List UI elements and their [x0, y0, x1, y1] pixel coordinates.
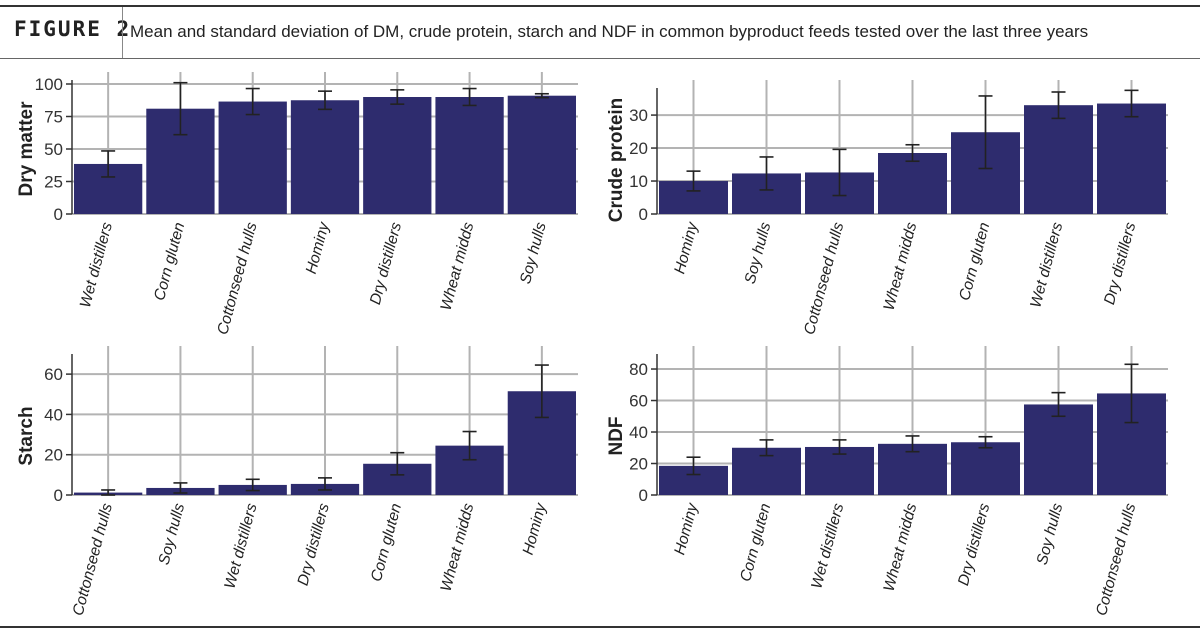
x-tick-label: Hominy [303, 219, 333, 275]
bar [805, 446, 874, 495]
bar [290, 100, 360, 214]
y-tick-label: 20 [44, 446, 63, 465]
bottom-rule [0, 626, 1200, 628]
top-rule [0, 5, 1200, 7]
x-tick-label: Wet distillers [1027, 220, 1066, 309]
x-tick-label: Cottonseed hulls [214, 220, 260, 336]
y-axis-label: Dry matter [16, 101, 37, 197]
y-tick-label: 20 [629, 139, 648, 158]
y-tick-label: 0 [54, 486, 63, 505]
bar [1097, 103, 1166, 214]
bar [435, 97, 504, 214]
x-tick-label: Wheat midds [438, 501, 478, 593]
x-tick-label: Wheat midds [881, 501, 921, 593]
y-tick-label: 0 [639, 205, 648, 224]
x-tick-label: Dry distillers [295, 501, 333, 587]
x-tick-label: Soy hulls [742, 220, 775, 285]
x-tick-label: Dry distillers [955, 501, 993, 587]
y-tick-label: 0 [639, 486, 648, 505]
y-tick-label: 50 [44, 140, 63, 159]
x-tick-label: Wet distillers [808, 501, 847, 590]
x-tick-label: Corn gluten [368, 502, 405, 584]
y-axis-label: Crude protein [606, 98, 627, 223]
figure-header: FIGURE 2 Mean and standard deviation of … [0, 0, 1200, 62]
x-tick-label: Wet distillers [77, 220, 116, 309]
x-tick-label: Corn gluten [956, 221, 993, 303]
y-tick-label: 60 [629, 392, 648, 411]
y-tick-label: 80 [629, 360, 648, 379]
x-tick-label: Wheat midds [438, 220, 478, 312]
y-tick-label: 20 [629, 455, 648, 474]
chart-panel-1: 0 25 50 75 100 Dry matter Wet distillers Corn g… [16, 72, 578, 337]
y-tick-label: 75 [44, 108, 63, 127]
x-tick-label: Cottonseed hulls [1093, 501, 1139, 617]
bar [1024, 404, 1093, 495]
x-tick-label: Soy hulls [517, 220, 550, 285]
x-tick-label: Hominy [671, 219, 701, 275]
chart-panel-3: 0 20 40 60 Starch Cottonseed hulls Soy hulls We… [16, 346, 578, 618]
x-tick-label: Corn gluten [151, 221, 188, 303]
x-tick-label: Cottonseed hulls [70, 501, 116, 617]
bar [218, 101, 287, 214]
x-tick-label: Soy hulls [1034, 501, 1067, 566]
y-tick-label: 30 [629, 106, 648, 125]
y-tick-label: 0 [54, 205, 63, 224]
y-tick-label: 40 [44, 405, 63, 424]
x-tick-label: Corn gluten [737, 502, 774, 584]
y-tick-label: 100 [35, 75, 63, 94]
y-tick-label: 10 [629, 172, 648, 191]
bar [951, 442, 1020, 495]
y-tick-label: 25 [44, 173, 63, 192]
x-tick-label: Dry distillers [1101, 220, 1139, 306]
chart-panel-4: 0 20 40 60 80 NDF Hominy Corn gluten Wet distill… [606, 346, 1168, 618]
bar [363, 97, 432, 214]
x-tick-label: Hominy [671, 500, 701, 556]
x-tick-label: Wet distillers [221, 501, 260, 590]
y-tick-label: 60 [44, 365, 63, 384]
x-tick-label: Hominy [520, 500, 550, 556]
header-separator [122, 7, 123, 58]
header-rule [0, 58, 1200, 59]
x-tick-label: Cottonseed hulls [801, 220, 847, 336]
y-axis-label: Starch [16, 406, 37, 465]
bar [878, 153, 947, 214]
figure-label: FIGURE 2 [14, 17, 132, 41]
x-tick-label: Dry distillers [367, 220, 405, 306]
x-tick-label: Wheat midds [881, 220, 921, 312]
x-tick-label: Soy hulls [156, 501, 189, 566]
figure-title: Mean and standard deviation of DM, crude… [130, 22, 1089, 41]
bar [507, 95, 576, 214]
y-axis-label: NDF [606, 416, 627, 455]
y-tick-label: 40 [629, 423, 648, 442]
bar [1024, 105, 1093, 214]
